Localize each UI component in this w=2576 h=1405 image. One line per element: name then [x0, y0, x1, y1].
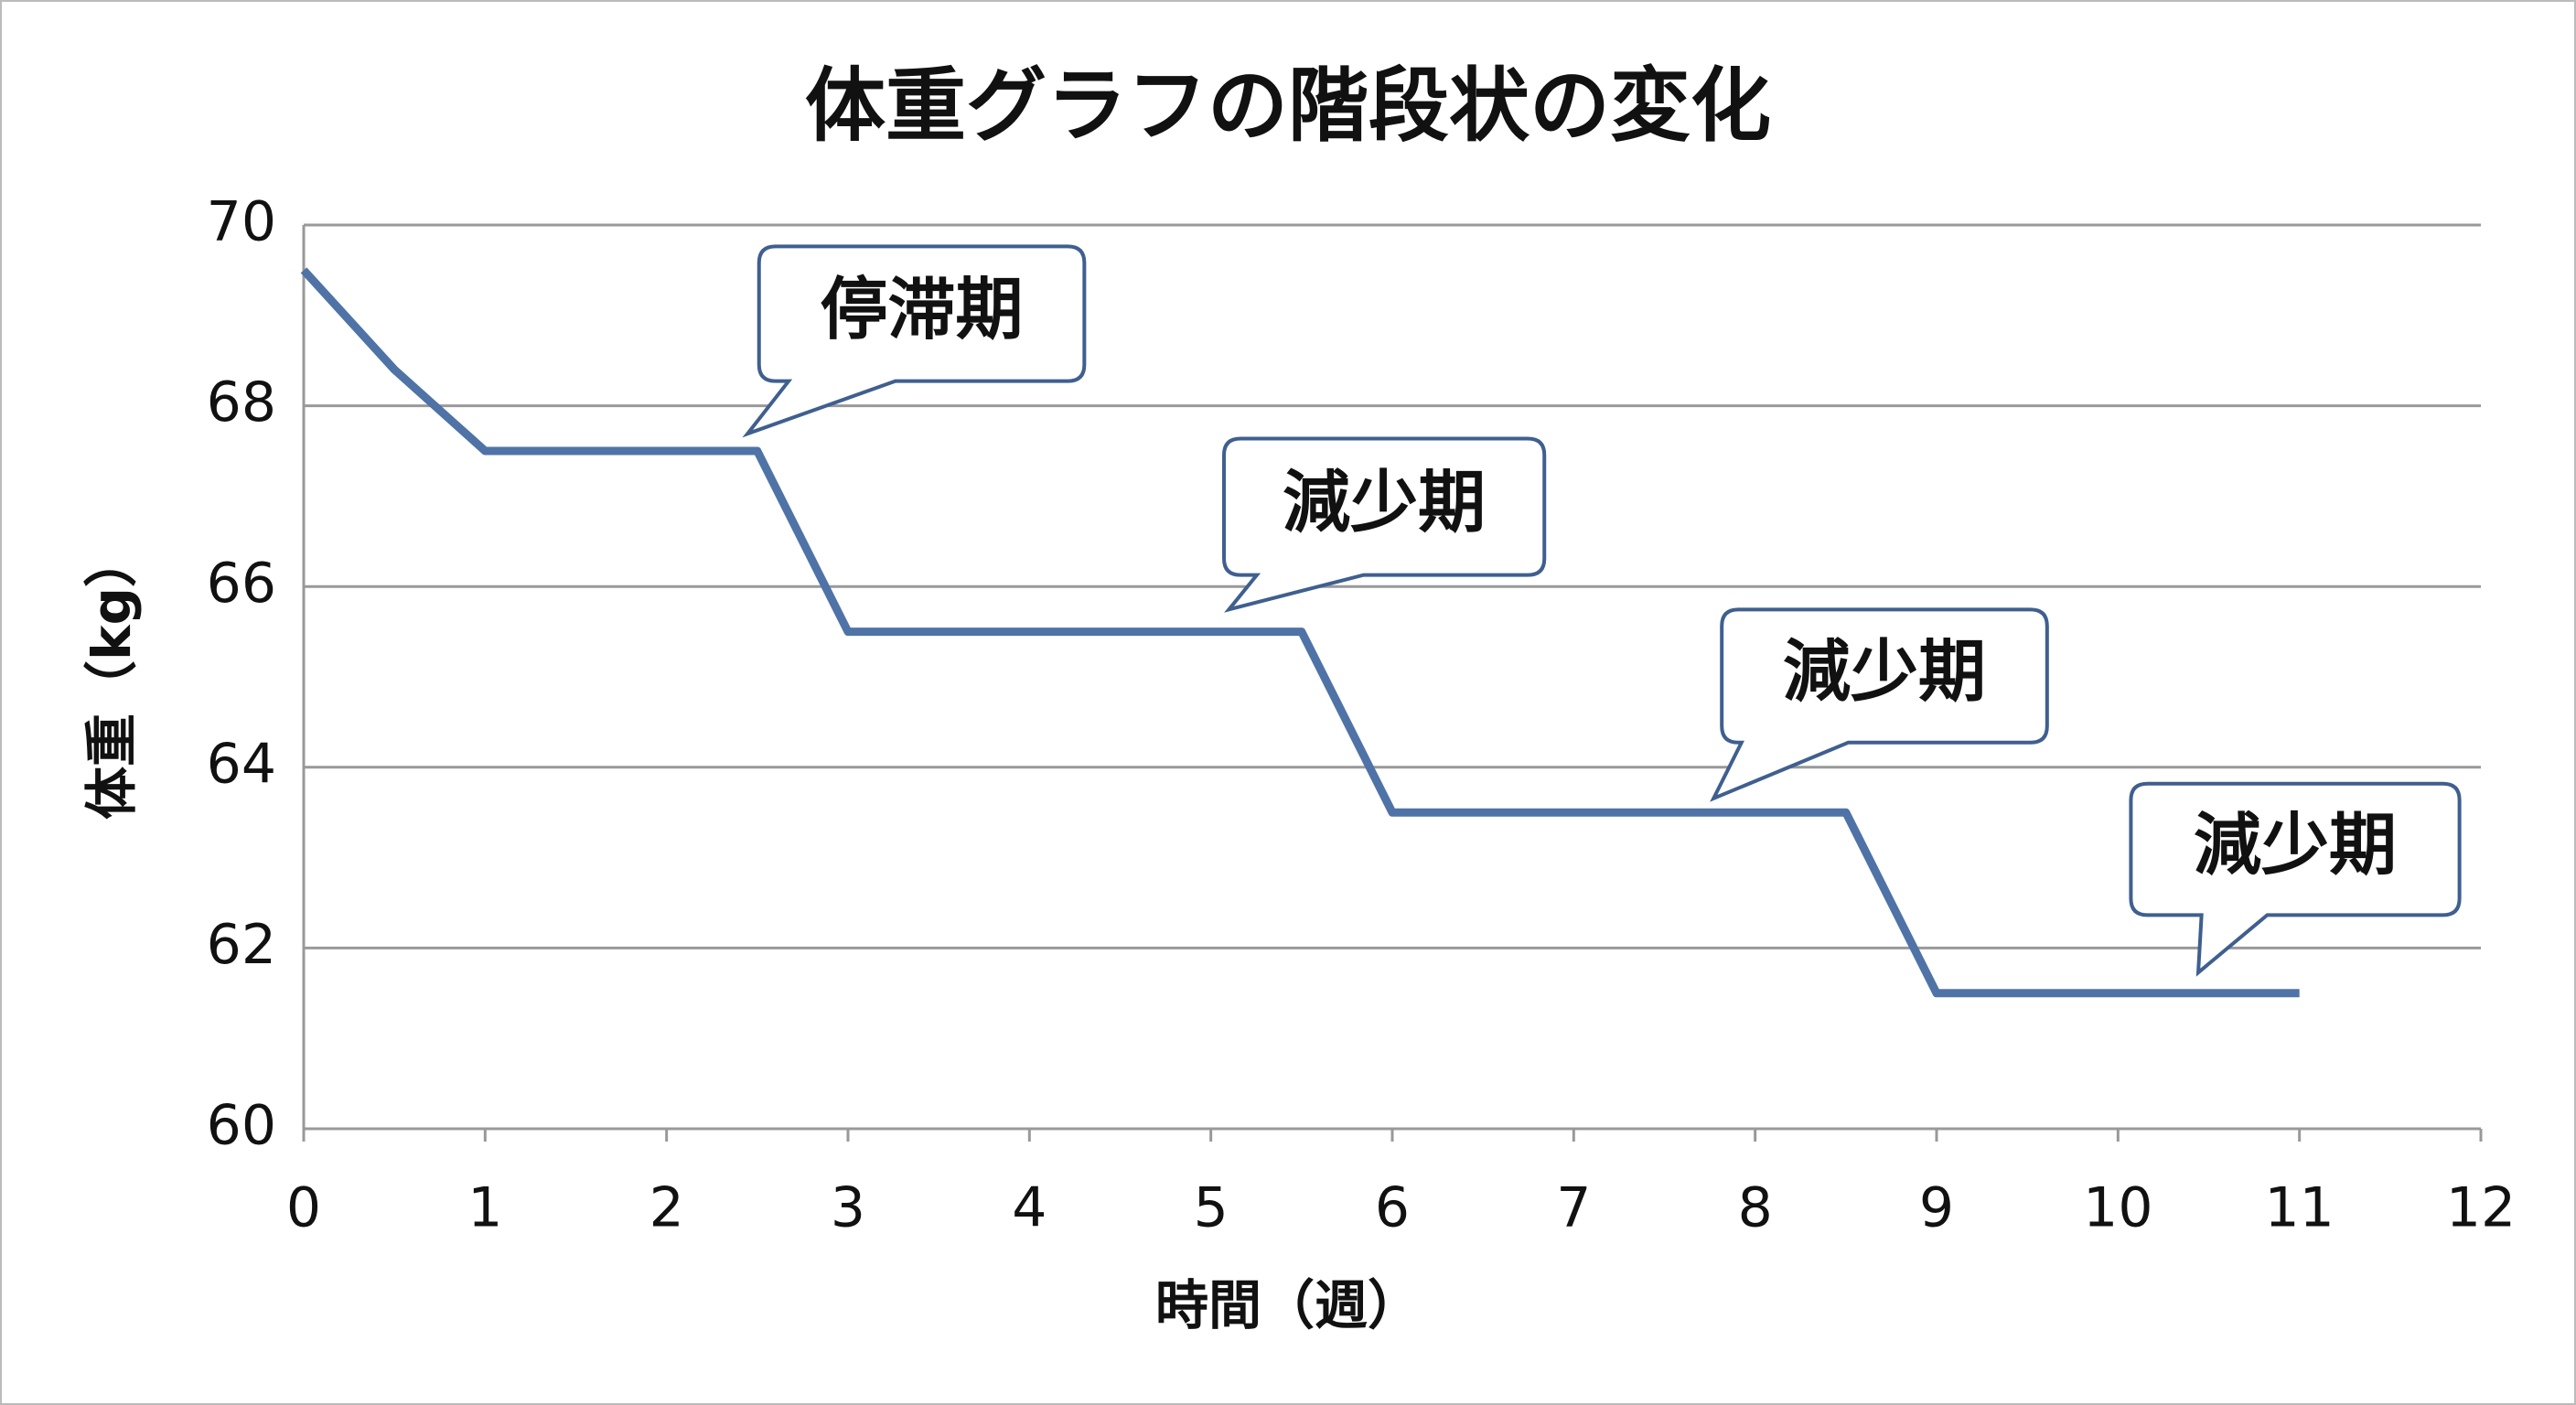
callout — [2129, 781, 2462, 977]
callout-text: 減少期 — [2194, 806, 2397, 885]
x-tick-label: 4 — [1012, 1176, 1046, 1240]
x-tick-label: 3 — [831, 1176, 865, 1240]
y-tick-label: 60 — [207, 1094, 276, 1158]
x-tick-label: 0 — [286, 1176, 321, 1240]
y-tick-label: 70 — [207, 190, 276, 254]
callout — [1222, 436, 1547, 613]
x-tick-label: 12 — [2446, 1176, 2516, 1240]
x-tick-label: 8 — [1738, 1176, 1773, 1240]
y-tick-label: 68 — [207, 370, 276, 434]
callout — [1710, 607, 2049, 802]
data-line — [300, 267, 2300, 998]
x-tick-label: 2 — [649, 1176, 684, 1240]
callout — [742, 244, 1087, 438]
y-tick-label: 64 — [207, 732, 276, 796]
y-axis-label: 体重（kg） — [80, 534, 143, 820]
callout-text: 減少期 — [1783, 633, 1986, 712]
x-tick-label: 6 — [1375, 1176, 1410, 1240]
x-tick-label: 11 — [2264, 1176, 2334, 1240]
y-tick-label: 62 — [207, 913, 276, 977]
x-tick-label: 10 — [2083, 1176, 2152, 1240]
x-tick-label: 5 — [1194, 1176, 1229, 1240]
x-axis-label: 時間（週） — [1155, 1274, 1421, 1336]
x-tick-label: 9 — [1919, 1176, 1954, 1240]
x-tick-label: 1 — [467, 1176, 502, 1240]
callout-text: 減少期 — [1283, 464, 1486, 542]
x-tick-label: 7 — [1556, 1176, 1591, 1240]
chart-title: 体重グラフの階段状の変化 — [805, 59, 1771, 153]
y-tick-label: 66 — [207, 552, 276, 616]
callout-text: 停滞期 — [821, 271, 1024, 349]
